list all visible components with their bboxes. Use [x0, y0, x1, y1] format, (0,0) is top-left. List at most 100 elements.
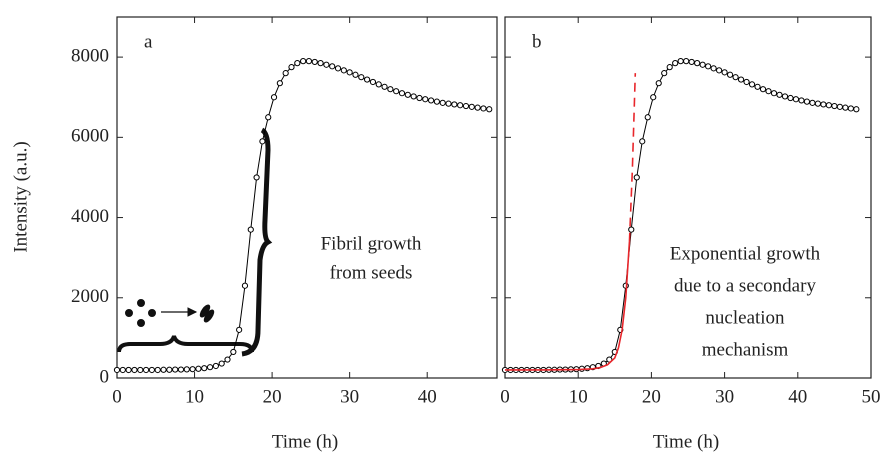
data-point	[798, 97, 805, 104]
data-point	[792, 96, 800, 103]
data-point	[694, 60, 701, 67]
data-point	[172, 366, 179, 373]
y-tick-label: 4000	[71, 206, 109, 227]
data-point	[743, 78, 750, 86]
data-point	[754, 83, 761, 90]
x-tick-label: 50	[862, 386, 881, 407]
data-point	[113, 366, 121, 374]
x-tick-label: 40	[418, 386, 437, 407]
data-point	[737, 76, 745, 83]
data-point	[699, 61, 706, 68]
data-point	[825, 102, 833, 109]
vertical-brace	[241, 127, 273, 357]
y-tick-label: 6000	[71, 126, 109, 147]
data-point	[241, 282, 249, 289]
data-point	[276, 80, 283, 87]
data-point	[427, 97, 435, 104]
data-point	[381, 83, 388, 90]
data-point	[369, 78, 377, 86]
data-point	[358, 74, 365, 81]
data-point	[781, 93, 789, 100]
data-point	[639, 138, 646, 145]
data-point	[218, 360, 225, 367]
data-point	[137, 366, 144, 374]
data-point	[820, 101, 827, 108]
data-point	[831, 102, 838, 110]
data-point	[688, 58, 695, 66]
data-point	[732, 74, 739, 81]
data-point	[189, 366, 196, 373]
data-point	[195, 365, 202, 372]
data-point	[294, 60, 301, 67]
y-axis-label: Intensity (a.u.)	[10, 141, 31, 252]
annotation: Exponential growth	[670, 243, 821, 264]
data-point	[177, 366, 185, 373]
data-point	[809, 99, 816, 106]
data-line	[117, 60, 490, 371]
data-point	[334, 65, 342, 72]
data-point	[148, 366, 155, 374]
data-point	[770, 90, 778, 97]
data-point	[644, 114, 651, 121]
data-point	[655, 80, 662, 87]
fit-line	[505, 241, 631, 371]
data-point	[776, 91, 783, 98]
data-point	[212, 362, 219, 370]
data-point	[672, 60, 679, 67]
annotation: Fibril growth	[321, 233, 422, 254]
data-point	[201, 365, 208, 372]
data-point	[474, 104, 481, 111]
data-point	[305, 58, 313, 65]
data-point	[410, 93, 417, 100]
data-point	[847, 105, 854, 112]
x-tick-label: 0	[112, 386, 122, 407]
data-point	[716, 67, 723, 74]
data-point	[748, 81, 756, 88]
panel-label: b	[532, 31, 542, 52]
data-point	[584, 365, 591, 372]
data-point	[236, 326, 243, 333]
data-point	[759, 86, 767, 93]
seed-icon	[125, 299, 215, 327]
data-point	[247, 226, 254, 233]
data-point	[650, 94, 657, 101]
x-tick-label: 30	[715, 386, 734, 407]
data-point	[480, 105, 487, 112]
data-point	[166, 366, 173, 373]
annotation: nucleation	[705, 307, 785, 328]
data-point	[445, 100, 452, 107]
annotation: due to a secondary	[674, 275, 816, 296]
data-point	[836, 103, 843, 110]
data-point	[259, 138, 266, 145]
data-point	[468, 103, 475, 110]
x-tick-label: 10	[185, 386, 204, 407]
data-point	[154, 366, 161, 374]
data-point	[422, 96, 429, 103]
data-point	[705, 63, 712, 70]
data-point	[230, 348, 237, 356]
data-point	[270, 94, 278, 101]
plot-frame	[504, 16, 872, 379]
data-point	[457, 102, 464, 109]
data-point	[288, 64, 295, 71]
data-point	[340, 67, 347, 74]
data-line	[505, 60, 857, 371]
data-point	[300, 58, 307, 65]
data-point	[633, 174, 640, 181]
data-point	[142, 366, 150, 374]
y-tick-label: 0	[100, 366, 110, 387]
horizontal-brace	[117, 335, 254, 353]
data-point	[183, 366, 190, 373]
data-point	[387, 86, 394, 93]
x-tick-label: 0	[500, 386, 510, 407]
y-tick-label: 8000	[71, 45, 109, 66]
data-point	[311, 58, 318, 66]
data-point	[346, 69, 353, 76]
data-point	[224, 356, 231, 363]
data-point	[364, 76, 371, 83]
data-point	[393, 88, 400, 95]
annotation: from seeds	[330, 262, 413, 283]
data-point	[282, 70, 289, 77]
data-point	[661, 70, 668, 77]
